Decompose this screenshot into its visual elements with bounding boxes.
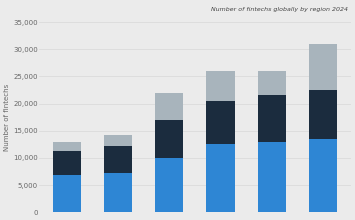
Bar [308,44,337,90]
Bar [104,173,132,212]
Bar [53,151,81,175]
Bar [207,71,235,101]
Bar [308,139,337,212]
Bar [53,175,81,212]
Bar [104,135,132,146]
Bar [207,101,235,144]
Text: Number of fintechs globally by region 2024: Number of fintechs globally by region 20… [211,7,348,12]
Bar [257,71,286,95]
Bar [207,144,235,212]
Bar [257,142,286,212]
Bar [104,146,132,173]
Bar [155,93,184,120]
Bar [257,95,286,142]
Bar [155,120,184,158]
Bar [53,142,81,151]
Bar [155,158,184,212]
Y-axis label: Number of fintechs: Number of fintechs [4,84,10,151]
Bar [308,90,337,139]
